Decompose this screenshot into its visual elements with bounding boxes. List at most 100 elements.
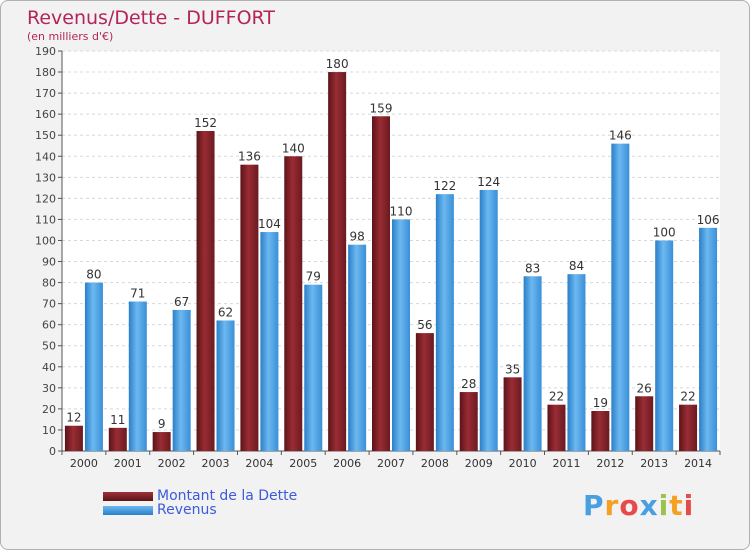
bar-revenus <box>611 143 630 451</box>
y-tick-label: 40 <box>42 361 56 374</box>
data-label-dette: 22 <box>680 390 695 404</box>
bar-dette <box>108 427 127 451</box>
bar-revenus <box>172 309 191 451</box>
data-label-dette: 22 <box>549 390 564 404</box>
bar-dette <box>240 164 259 451</box>
y-tick-label: 20 <box>42 403 56 416</box>
y-tick-label: 130 <box>35 171 56 184</box>
bar-dette <box>591 411 610 451</box>
y-tick-label: 50 <box>42 340 56 353</box>
data-label-revenus: 98 <box>349 230 364 244</box>
y-tick-label: 170 <box>35 87 56 100</box>
bar-dette <box>284 156 303 451</box>
logo-letter: r <box>604 489 620 522</box>
data-label-revenus: 106 <box>697 213 720 227</box>
y-tick-label: 70 <box>42 298 56 311</box>
data-label-dette: 9 <box>158 417 166 431</box>
bar-dette <box>372 116 390 452</box>
chart-subtitle: (en milliers d'€) <box>27 30 114 43</box>
y-tick-label: 60 <box>42 319 56 332</box>
bar-dette <box>547 404 566 451</box>
bar-revenus <box>128 301 147 451</box>
data-label-dette: 56 <box>417 318 432 332</box>
bar-dette <box>415 333 434 451</box>
x-tick-label: 2013 <box>640 457 668 470</box>
bar-revenus <box>435 194 454 451</box>
chart-title: Revenus/Dette - DUFFORT <box>27 7 275 29</box>
bar-revenus <box>216 320 235 451</box>
x-tick-label: 2005 <box>289 457 317 470</box>
x-tick-label: 2003 <box>202 457 230 470</box>
logo-letter: i <box>683 489 695 522</box>
bar-revenus <box>567 274 586 451</box>
data-label-dette: 35 <box>505 362 520 376</box>
y-tick-label: 0 <box>49 445 56 458</box>
y-tick-label: 160 <box>35 108 56 121</box>
x-tick-label: 2010 <box>509 457 537 470</box>
legend-swatch-dette <box>103 491 153 501</box>
bar-dette <box>328 72 347 451</box>
data-label-revenus: 79 <box>306 270 321 284</box>
data-label-dette: 26 <box>637 381 652 395</box>
bar-revenus <box>260 232 279 451</box>
proxiti-logo: Proxiti <box>583 489 694 522</box>
x-tick-label: 2000 <box>70 457 98 470</box>
legend-item-revenus: Revenus <box>103 502 217 518</box>
data-label-revenus: 67 <box>174 295 189 309</box>
bar-revenus <box>523 276 542 451</box>
data-label-revenus: 71 <box>130 287 145 301</box>
data-label-revenus: 62 <box>218 305 233 319</box>
bar-dette <box>64 425 83 451</box>
x-tick-label: 2014 <box>684 457 712 470</box>
x-tick-label: 2012 <box>596 457 624 470</box>
data-label-revenus: 110 <box>390 204 413 218</box>
x-tick-label: 2009 <box>465 457 493 470</box>
data-label-dette: 12 <box>66 411 81 425</box>
bar-revenus <box>479 189 498 451</box>
bar-revenus <box>348 244 367 451</box>
x-tick-label: 2002 <box>158 457 186 470</box>
data-label-dette: 11 <box>110 413 125 427</box>
data-label-revenus: 104 <box>258 217 281 231</box>
x-tick-label: 2006 <box>333 457 361 470</box>
data-label-dette: 28 <box>461 377 476 391</box>
data-label-dette: 19 <box>593 396 608 410</box>
data-label-revenus: 83 <box>525 261 540 275</box>
y-tick-label: 140 <box>35 150 56 163</box>
bar-dette <box>635 396 654 451</box>
y-tick-label: 110 <box>35 213 56 226</box>
y-tick-label: 180 <box>35 66 56 79</box>
y-tick-label: 150 <box>35 129 56 142</box>
y-tick-label: 120 <box>35 192 56 205</box>
bar-dette <box>679 404 698 451</box>
y-tick-label: 90 <box>42 256 56 269</box>
bar-revenus <box>699 227 718 451</box>
legend-label-dette: Montant de la Dette <box>157 488 298 504</box>
legend-swatch-revenus <box>103 505 153 515</box>
bar-dette <box>196 131 215 451</box>
logo-letter: P <box>583 489 605 522</box>
data-label-dette: 180 <box>326 57 349 71</box>
x-tick-label: 2008 <box>421 457 449 470</box>
bar-dette <box>152 432 171 451</box>
y-tick-label: 100 <box>35 234 56 247</box>
data-label-revenus: 146 <box>609 129 632 143</box>
data-label-dette: 159 <box>370 101 393 115</box>
x-tick-label: 2011 <box>552 457 580 470</box>
y-tick-label: 10 <box>42 424 56 437</box>
x-tick-label: 2007 <box>377 457 405 470</box>
bar-revenus <box>392 219 410 451</box>
x-tick-label: 2001 <box>114 457 142 470</box>
data-label-revenus: 100 <box>653 225 676 239</box>
data-label-revenus: 80 <box>86 268 101 282</box>
bar-dette <box>503 377 522 451</box>
plot-area <box>62 51 720 451</box>
y-tick-label: 30 <box>42 382 56 395</box>
y-tick-label: 190 <box>35 45 56 58</box>
logo-letter: o <box>619 489 640 522</box>
data-label-dette: 152 <box>194 116 217 130</box>
bar-revenus <box>304 284 323 451</box>
x-tick-label: 2004 <box>245 457 273 470</box>
data-label-revenus: 124 <box>477 175 500 189</box>
